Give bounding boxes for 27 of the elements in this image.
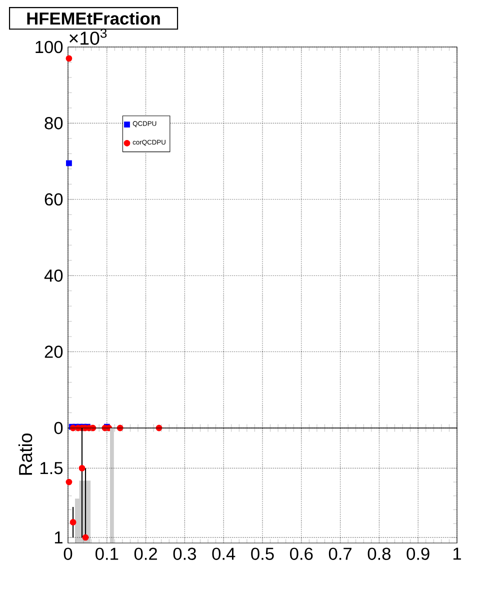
point <box>82 534 89 541</box>
point <box>66 55 72 62</box>
point <box>78 464 86 472</box>
y-tick-label: 40 <box>44 269 63 282</box>
point <box>66 478 72 486</box>
x-tick-label: 1 <box>453 548 461 560</box>
x-tick-label: 0.5 <box>251 548 274 560</box>
y-tick-label: 60 <box>44 193 63 206</box>
x-tick-label: 0 <box>64 548 72 560</box>
chart-title: HFEMEtFraction <box>27 12 160 25</box>
y-tick-label: 20 <box>44 346 63 358</box>
x-tick-label: 0.7 <box>328 548 352 560</box>
y-tick-label: 80 <box>44 117 63 130</box>
x-tick-label: 0.8 <box>368 548 390 560</box>
y-tick-label: 1.5 <box>40 462 63 474</box>
x-tick-label: 0.9 <box>406 548 430 560</box>
point <box>70 519 76 526</box>
y-tick-label: 0 <box>54 422 63 434</box>
y-tick-label: 1 <box>54 531 62 544</box>
x-tick-label: 0.2 <box>134 548 157 560</box>
x-tick-label: 0.1 <box>96 548 118 560</box>
x-tick-label: 0.6 <box>290 548 313 560</box>
y-tick-label: 100 <box>36 40 63 54</box>
x-tick-label: 0.3 <box>173 548 196 560</box>
point <box>66 160 72 166</box>
y-axis-title: Ratio <box>18 434 32 475</box>
x-tick-label: 0.4 <box>212 548 236 560</box>
